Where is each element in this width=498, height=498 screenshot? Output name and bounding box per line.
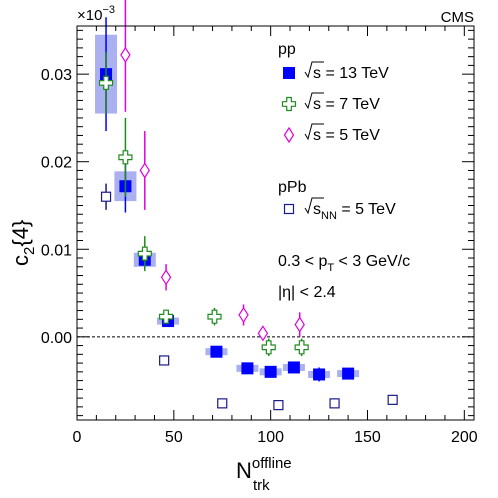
data-point bbox=[207, 309, 222, 324]
legend-label-prefix: s bbox=[313, 65, 321, 82]
legend-label-suffix: = 13 TeV bbox=[321, 65, 389, 82]
x-tick-label: 150 bbox=[354, 429, 381, 446]
legend-label: sNN = 5 TeV bbox=[313, 201, 396, 222]
axis-frame bbox=[76, 25, 475, 421]
data-point bbox=[294, 340, 309, 355]
x-title-sup: offline bbox=[252, 455, 292, 472]
y-tick-label: 0.01 bbox=[41, 242, 72, 259]
data-point bbox=[287, 361, 300, 374]
data-point bbox=[139, 162, 150, 179]
y-tick-label: 0.03 bbox=[41, 67, 72, 84]
sqrt-icon bbox=[304, 61, 324, 79]
legend-pp-title: pp bbox=[278, 41, 296, 58]
x-tick-label: 200 bbox=[451, 429, 478, 446]
data-point bbox=[217, 398, 228, 409]
legend-marker bbox=[281, 96, 297, 112]
axis-ticks: 0 50 100 150 200 0.00 0.01 0.02 0.03 bbox=[41, 26, 478, 446]
legend-label-prefix: s bbox=[313, 127, 321, 144]
data-point bbox=[241, 362, 254, 375]
x-title-main: N bbox=[236, 458, 252, 483]
legend-marker bbox=[283, 203, 295, 215]
y-tick-label: 0.02 bbox=[41, 155, 72, 172]
data-point bbox=[100, 191, 112, 202]
x-tick-label: 0 bbox=[73, 429, 82, 446]
data-point bbox=[273, 400, 284, 411]
sqrt-icon bbox=[304, 92, 324, 110]
y-title-sub: 2 bbox=[21, 247, 38, 255]
legend-label-suffix: = 5 TeV bbox=[337, 201, 396, 218]
data-point bbox=[238, 306, 249, 324]
cut-line-pt: 0.3 < pT < 3 GeV/c bbox=[278, 253, 410, 274]
legend-label-suffix: = 5 TeV bbox=[321, 127, 380, 144]
data-point bbox=[158, 309, 174, 324]
data-point bbox=[118, 150, 133, 165]
data-point bbox=[98, 75, 114, 91]
y-title-tail: {4} bbox=[8, 220, 33, 247]
legend-label-sub: NN bbox=[321, 210, 337, 222]
data-point bbox=[294, 316, 305, 333]
cut-pt-post: < 3 GeV/c bbox=[334, 253, 410, 270]
legend-label: s = 7 TeV bbox=[313, 96, 380, 113]
experiment-label: CMS bbox=[441, 9, 474, 26]
legend-label-prefix: s bbox=[313, 201, 321, 218]
x-tick-label: 50 bbox=[165, 429, 183, 446]
exponent-power: −3 bbox=[102, 4, 115, 16]
y-title-main: c bbox=[8, 255, 33, 266]
data-point bbox=[313, 368, 326, 381]
legend-marker bbox=[283, 126, 295, 144]
legend-ppb-title: pPb bbox=[278, 179, 307, 196]
sqrt-icon bbox=[304, 123, 324, 141]
data-point bbox=[342, 367, 355, 380]
data-point bbox=[329, 398, 340, 409]
data-point bbox=[257, 325, 269, 342]
data-point bbox=[387, 394, 398, 405]
legend-label-suffix: = 7 TeV bbox=[321, 96, 380, 113]
cut-pt-sub: T bbox=[327, 262, 334, 274]
data-point bbox=[261, 340, 276, 355]
cut-pt-pre: 0.3 < p bbox=[278, 253, 327, 270]
data-point bbox=[159, 355, 170, 366]
data-points bbox=[95, 0, 398, 411]
data-point bbox=[120, 46, 131, 64]
y-axis-title: c2{4} bbox=[8, 220, 38, 266]
x-axis-title-sub: trk bbox=[253, 477, 270, 494]
data-point bbox=[160, 269, 172, 286]
data-point bbox=[210, 345, 223, 358]
data-point bbox=[264, 365, 277, 378]
exponent-base: ×10 bbox=[77, 7, 102, 24]
sqrt-icon bbox=[304, 197, 324, 215]
legend-label-prefix: s bbox=[313, 96, 321, 113]
x-tick-label: 100 bbox=[257, 429, 284, 446]
x-axis-title: Noffline bbox=[236, 455, 292, 483]
exponent-label: ×10−3 bbox=[77, 4, 115, 24]
legend-marker bbox=[283, 67, 295, 79]
cut-line-eta: |η| < 2.4 bbox=[278, 284, 336, 301]
y-tick-label: 0.00 bbox=[41, 330, 72, 347]
legend-label: s = 13 TeV bbox=[313, 65, 389, 82]
legend-label: s = 5 TeV bbox=[313, 127, 380, 144]
data-point bbox=[137, 246, 152, 261]
